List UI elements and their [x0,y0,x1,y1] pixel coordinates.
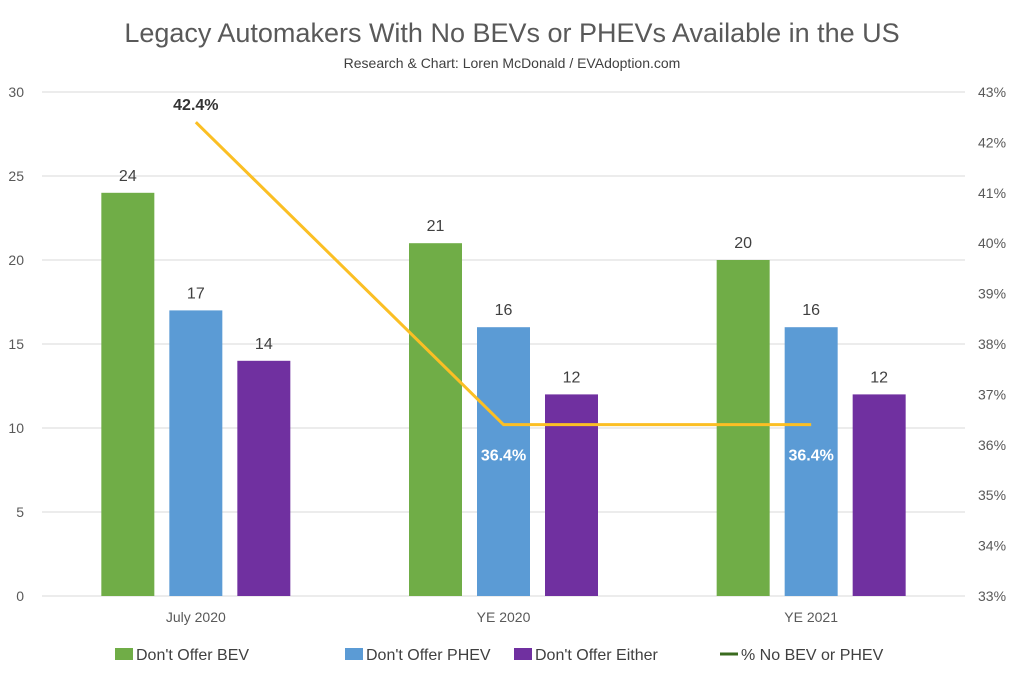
legend-swatch [514,648,532,660]
left-tick-label: 20 [8,252,24,268]
bar [169,310,223,596]
line-value-label: 42.4% [173,97,218,114]
left-tick-label: 10 [8,420,24,436]
bar-value-label: 21 [427,218,445,235]
legend-swatch [345,648,363,660]
legend-label: % No BEV or PHEV [741,647,884,664]
bar [545,394,598,596]
bar [477,327,530,596]
bar-value-label: 17 [187,285,205,302]
right-tick-label: 38% [978,336,1006,352]
right-tick-label: 41% [978,185,1006,201]
left-tick-label: 0 [16,588,24,604]
line-value-label: 36.4% [788,448,833,465]
bar-value-label: 16 [802,302,820,319]
line-path [194,121,812,427]
left-axis: 0 5 10 15 20 25 30 [8,84,24,604]
bar-value-label: 24 [119,168,137,185]
x-tick-label: YE 2021 [784,609,838,625]
right-tick-label: 34% [978,538,1006,554]
legend-swatch [115,648,133,660]
legend-label: Don't Offer Either [535,647,658,664]
right-tick-label: 39% [978,286,1006,302]
bar-value-label: 12 [870,369,888,386]
chart-subtitle: Research & Chart: Loren McDonald / EVAdo… [344,55,681,71]
bar-value-label: 12 [563,369,581,386]
left-tick-label: 30 [8,84,24,100]
right-axis: 33% 34% 35% 36% 37% 38% 39% 40% 41% 42% 43% [978,84,1006,604]
x-axis: July 2020 YE 2020 YE 2021 [166,609,838,625]
right-tick-label: 35% [978,487,1006,503]
legend-label: Don't Offer PHEV [366,647,491,664]
bar [716,260,770,596]
bar [852,394,906,596]
legend-label: Don't Offer BEV [136,647,249,664]
bar [409,243,462,596]
right-tick-label: 40% [978,235,1006,251]
right-tick-label: 36% [978,437,1006,453]
legend: Don't Offer BEV Don't Offer PHEV Don't Off… [115,647,884,664]
bar [101,192,155,597]
x-tick-label: YE 2020 [477,609,531,625]
left-tick-label: 5 [16,504,24,520]
chart-title: Legacy Automakers With No BEVs or PHEVs … [124,18,899,48]
x-tick-label: July 2020 [166,609,226,625]
left-tick-label: 15 [8,336,24,352]
right-tick-label: 42% [978,134,1006,150]
bar-value-label: 14 [255,336,273,353]
bar-value-label: 20 [734,235,752,252]
bar [237,360,291,596]
bar [784,327,838,596]
line-series: 42.4% 36.4% 36.4% [173,97,834,464]
line-value-label: 36.4% [481,448,526,465]
right-tick-label: 37% [978,386,1006,402]
bar-value-label: 16 [495,302,513,319]
right-tick-label: 43% [978,84,1006,100]
left-tick-label: 25 [8,168,24,184]
bars: 24 17 14 21 16 12 20 16 12 [101,168,906,597]
right-tick-label: 33% [978,588,1006,604]
